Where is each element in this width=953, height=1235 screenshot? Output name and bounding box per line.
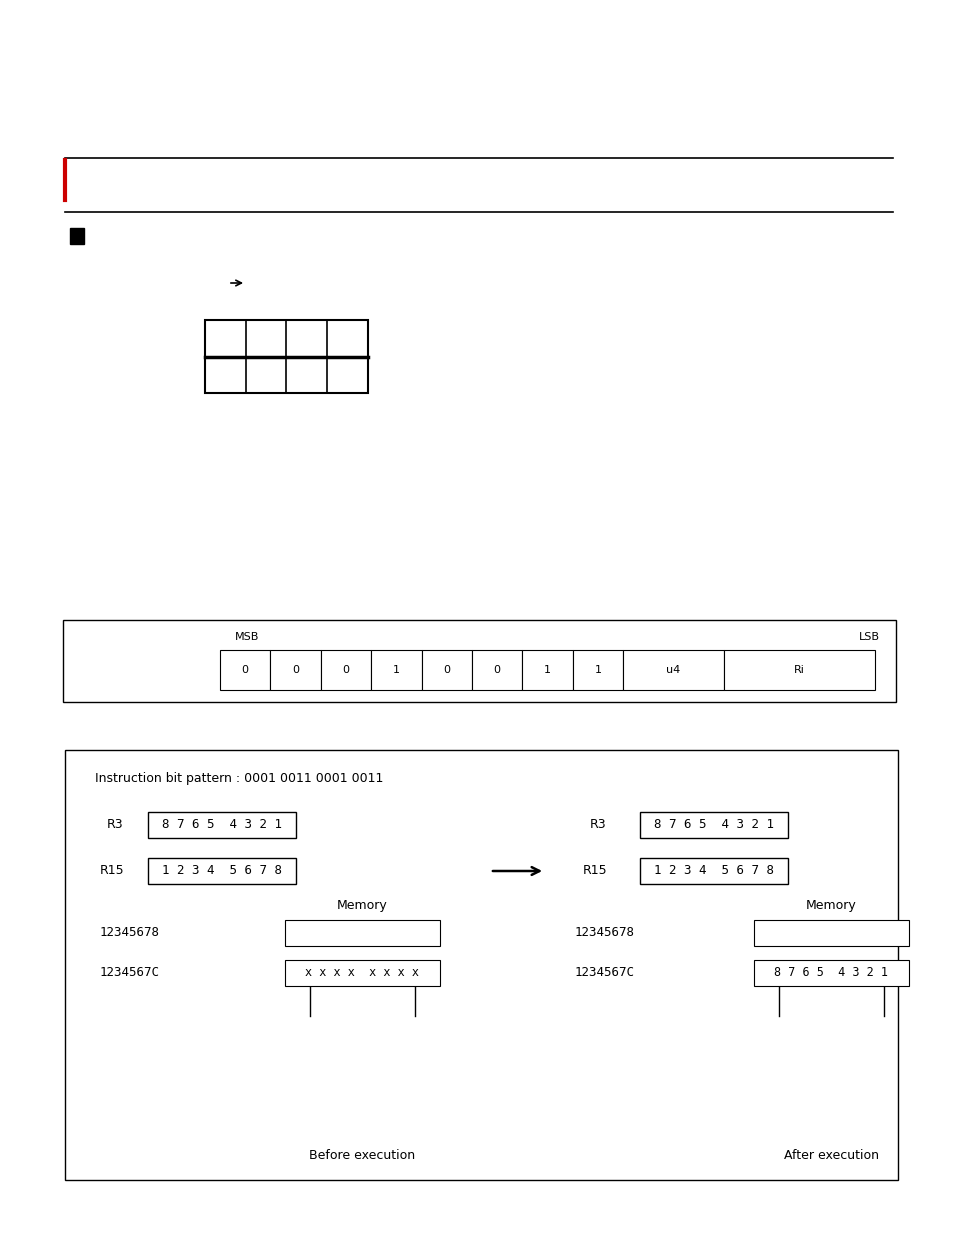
Text: u4: u4 [665,664,679,676]
Text: 0: 0 [443,664,450,676]
Text: R3: R3 [107,819,124,831]
Bar [285,960,439,986]
Bar [639,811,787,839]
Bar [753,920,908,946]
Bar [639,858,787,884]
Bar [572,650,622,690]
Text: LSB: LSB [858,632,879,642]
Text: R15: R15 [582,864,607,878]
Text: 1: 1 [543,664,551,676]
Text: 12345678: 12345678 [575,926,635,940]
Bar [753,960,908,986]
Text: 1: 1 [393,664,399,676]
Text: 8 7 6 5  4 3 2 1: 8 7 6 5 4 3 2 1 [162,819,282,831]
Text: MSB: MSB [234,632,259,642]
Bar [63,620,895,701]
Bar [622,650,723,690]
Text: 8 7 6 5  4 3 2 1: 8 7 6 5 4 3 2 1 [774,967,887,979]
Bar [421,650,472,690]
Text: 8 7 6 5  4 3 2 1: 8 7 6 5 4 3 2 1 [654,819,773,831]
Bar [472,650,521,690]
Text: 1: 1 [594,664,600,676]
Text: Ri: Ri [793,664,804,676]
Bar [148,858,295,884]
Bar [320,650,371,690]
Bar [70,228,84,245]
Text: After execution: After execution [783,1149,878,1162]
Text: 0: 0 [241,664,249,676]
Text: 1 2 3 4  5 6 7 8: 1 2 3 4 5 6 7 8 [654,864,773,878]
Bar [205,320,368,393]
Text: R15: R15 [100,864,125,878]
Text: 0: 0 [292,664,298,676]
Text: R3: R3 [589,819,606,831]
Bar [65,750,897,1179]
Bar [270,650,320,690]
Text: 1234567C: 1234567C [100,967,160,979]
Bar [371,650,421,690]
Text: 12345678: 12345678 [100,926,160,940]
Bar [521,650,572,690]
Text: 0: 0 [493,664,500,676]
Text: Before execution: Before execution [309,1149,416,1162]
Text: Memory: Memory [336,899,388,911]
Bar [723,650,874,690]
Bar [148,811,295,839]
Text: x x x x  x x x x: x x x x x x x x [305,967,419,979]
Text: 1 2 3 4  5 6 7 8: 1 2 3 4 5 6 7 8 [162,864,282,878]
Text: 0: 0 [342,664,349,676]
Bar [220,650,270,690]
Text: Memory: Memory [805,899,856,911]
Text: Instruction bit pattern : 0001 0011 0001 0011: Instruction bit pattern : 0001 0011 0001… [95,772,383,785]
Bar [285,920,439,946]
Text: 1234567C: 1234567C [575,967,635,979]
